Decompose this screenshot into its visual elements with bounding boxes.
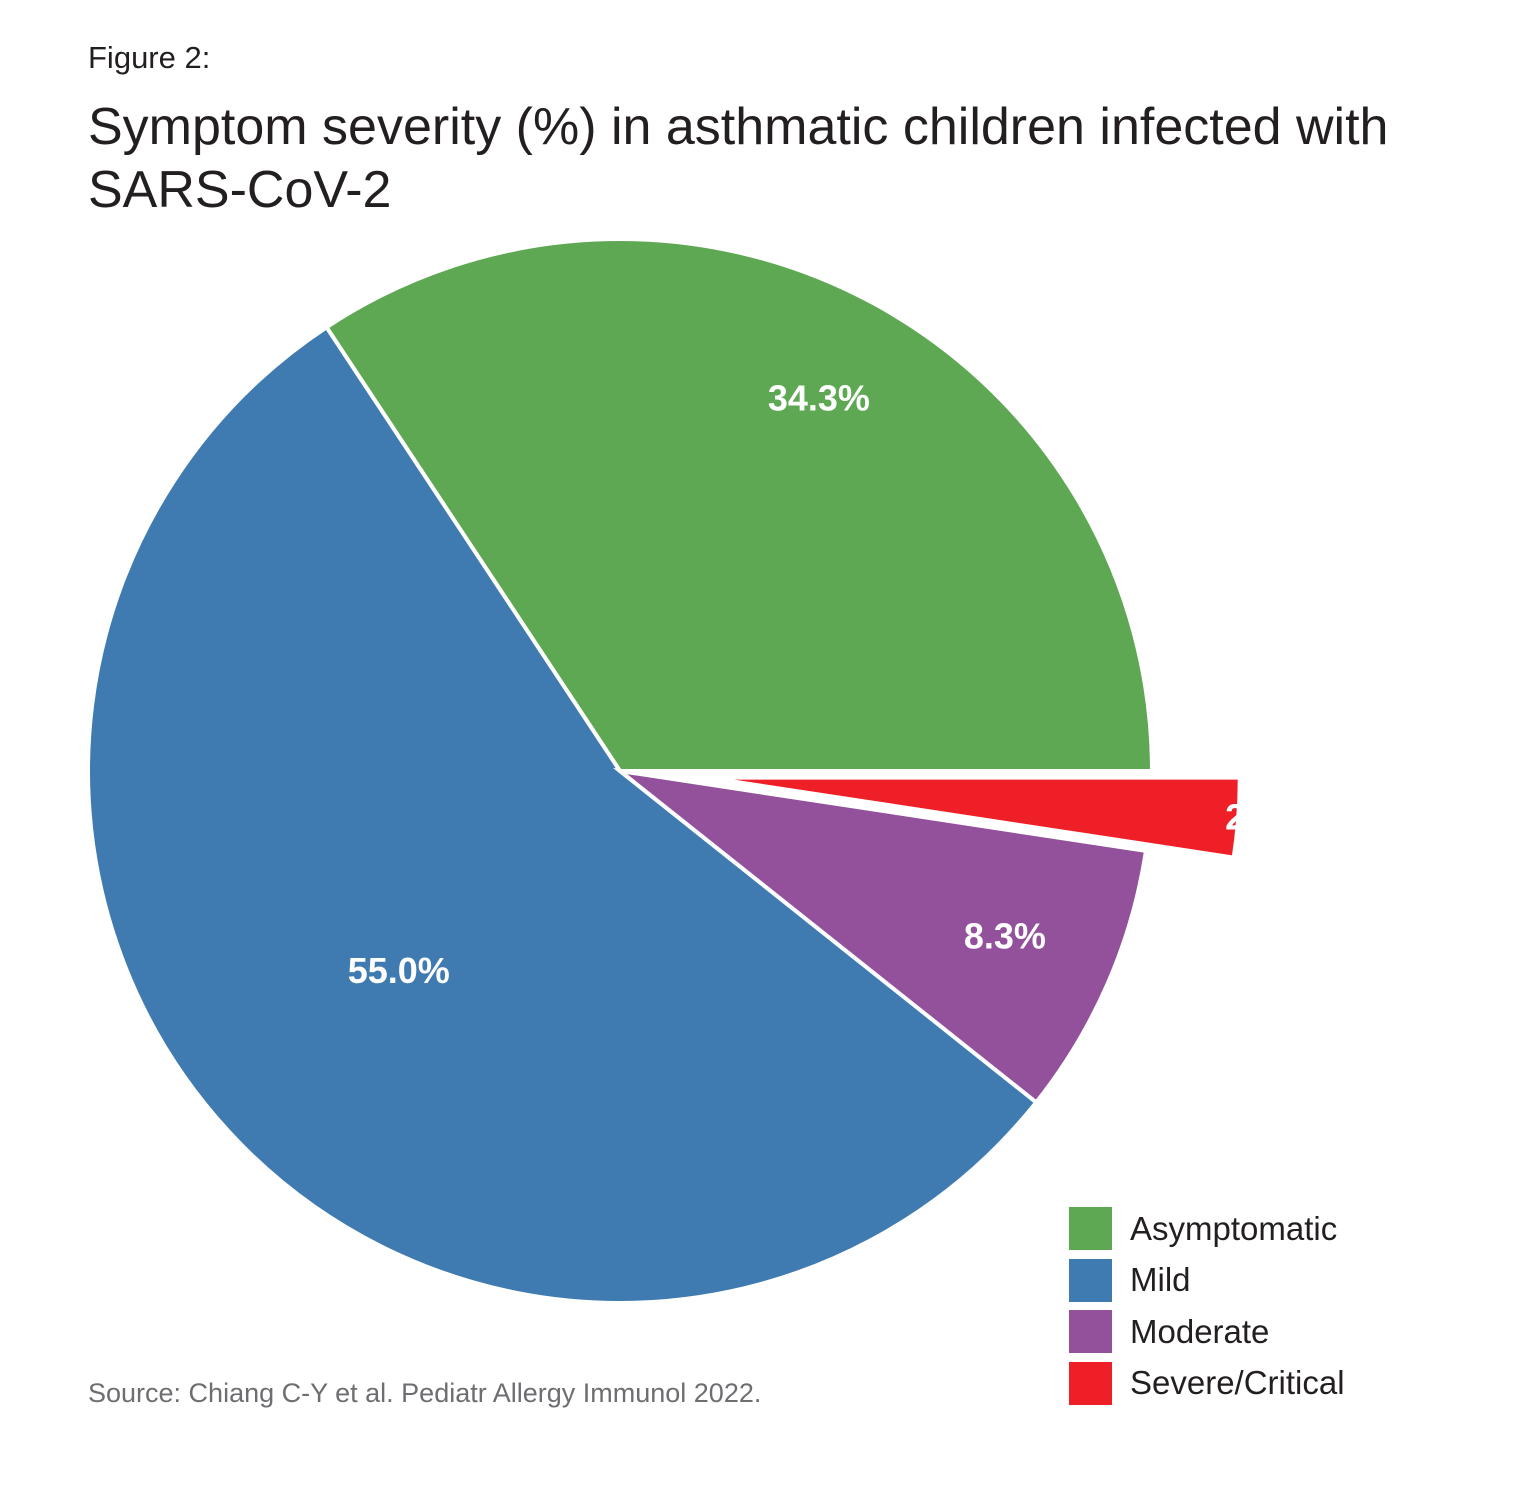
legend-item: Moderate bbox=[1069, 1306, 1345, 1358]
legend-item: Severe/Critical bbox=[1069, 1358, 1345, 1410]
pie-slice-severe-critical bbox=[707, 775, 1242, 860]
legend-swatch bbox=[1069, 1361, 1112, 1405]
data-label-moderate: 8.3% bbox=[964, 916, 1046, 957]
legend-item: Asymptomatic bbox=[1069, 1203, 1345, 1255]
legend: Asymptomatic Mild Moderate Severe/Critic… bbox=[1069, 1203, 1345, 1409]
legend-swatch bbox=[1069, 1258, 1112, 1302]
data-label-mild: 55.0% bbox=[348, 950, 450, 991]
legend-label: Mild bbox=[1130, 1261, 1191, 1299]
pie-slice-moderate bbox=[612, 767, 1149, 1106]
legend-label: Moderate bbox=[1130, 1312, 1270, 1350]
figure-label: Figure 2: bbox=[88, 40, 211, 75]
pie-slice-mild bbox=[86, 324, 1040, 1306]
chart-title: Symptom severity (%) in asthmatic childr… bbox=[88, 98, 1389, 219]
source-note: Source: Chiang C-Y et al. Pediatr Allerg… bbox=[88, 1378, 762, 1408]
data-label-asymptomatic: 34.3% bbox=[768, 378, 870, 419]
legend-swatch bbox=[1069, 1207, 1112, 1251]
legend-item: Mild bbox=[1069, 1255, 1345, 1307]
data-label-severe-critical: 2.4% bbox=[1225, 796, 1307, 837]
legend-label: Asymptomatic bbox=[1130, 1209, 1338, 1247]
legend-swatch bbox=[1069, 1310, 1112, 1354]
legend-label: Severe/Critical bbox=[1130, 1364, 1345, 1402]
